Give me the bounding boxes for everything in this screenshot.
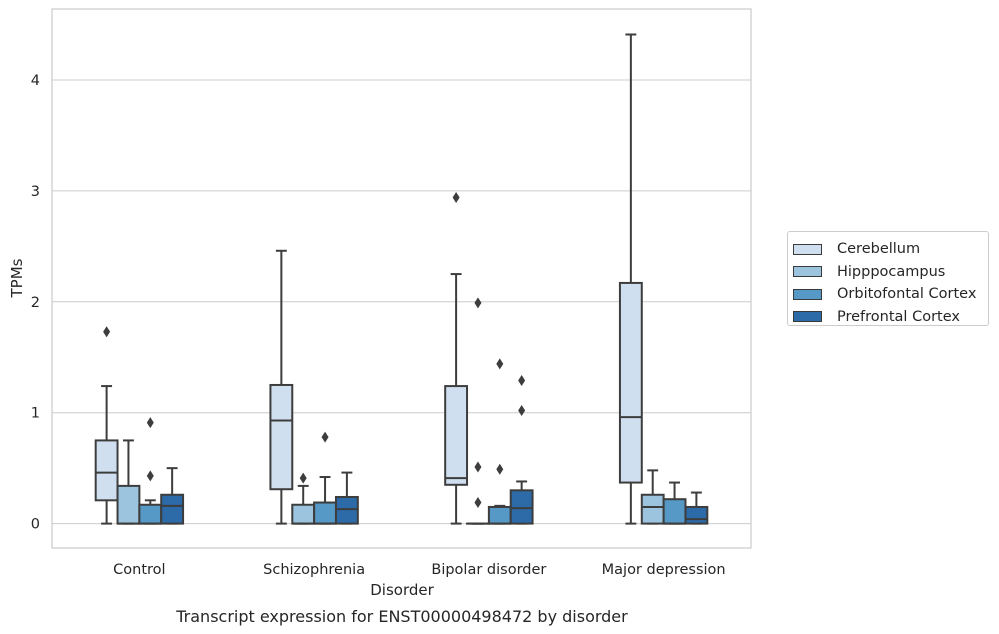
- legend-item: Hipppocampus: [793, 261, 988, 284]
- plot-area: [51, 8, 752, 549]
- y-axis-label: TPMs: [8, 258, 26, 298]
- x-tick-label: Control: [113, 562, 165, 578]
- iqr-box: [487, 505, 512, 525]
- outlier-point: [146, 470, 154, 482]
- iqr-box: [684, 505, 709, 525]
- chart-caption: Transcript expression for ENST0000049847…: [176, 607, 628, 626]
- legend-item: Prefrontal Cortex: [793, 306, 988, 329]
- box-prefrontal-cortex: [509, 375, 534, 525]
- outlier-point: [474, 497, 482, 509]
- outlier-point: [103, 326, 111, 338]
- iqr-box: [160, 493, 185, 525]
- x-axis-label: Disorder: [370, 581, 434, 599]
- box-cerebellum: [444, 192, 469, 525]
- iqr-box: [116, 484, 141, 525]
- outlier-point: [496, 463, 504, 475]
- iqr-box: [444, 385, 469, 486]
- y-tick-label: 0: [31, 517, 40, 533]
- outlier-point: [518, 375, 526, 387]
- iqr-box: [662, 498, 687, 525]
- iqr-box: [640, 493, 665, 525]
- legend-swatch: [793, 288, 822, 300]
- legend-label: Orbitofontal Cortex: [837, 286, 977, 303]
- y-tick-label: 2: [31, 295, 40, 311]
- box-cerebellum: [618, 33, 643, 525]
- outlier-point: [299, 472, 307, 484]
- box-orbitofontal-cortex: [313, 431, 337, 525]
- legend-label: Cerebellum: [837, 241, 921, 258]
- box-cerebellum: [269, 249, 294, 525]
- box-prefrontal-cortex: [684, 491, 709, 525]
- box-prefrontal-cortex: [160, 467, 185, 525]
- boxes: [94, 33, 709, 525]
- box-cerebellum: [94, 326, 119, 525]
- box-prefrontal-cortex: [334, 471, 359, 525]
- iqr-box: [291, 503, 316, 525]
- outlier-point: [452, 192, 460, 204]
- x-tick-labels: Control Schizophrenia Bipolar disorder Majo…: [113, 562, 725, 578]
- y-tick-label: 3: [31, 184, 40, 200]
- box-hipppocampus: [291, 472, 316, 525]
- outlier-point: [321, 431, 329, 443]
- legend-label: Hipppocampus: [837, 263, 946, 280]
- legend-swatch: [793, 311, 822, 323]
- iqr-box: [94, 439, 119, 502]
- x-tick-label: Major depression: [602, 562, 726, 578]
- outlier-point: [496, 358, 504, 370]
- x-tick-label: Bipolar disorder: [431, 562, 546, 578]
- y-tick-label: 1: [31, 406, 40, 422]
- iqr-box: [138, 503, 163, 525]
- legend-item: Cerebellum: [793, 238, 988, 261]
- iqr-box: [618, 281, 643, 484]
- outlier-point: [474, 297, 482, 309]
- iqr-box: [334, 495, 359, 525]
- legend-item: Orbitofontal Cortex: [793, 283, 988, 306]
- y-tick-labels: 0 1 2 3 4: [31, 73, 40, 533]
- iqr-box: [313, 501, 337, 525]
- outlier-point: [146, 417, 154, 429]
- legend: Cerebellum Hipppocampus Orbitofontal Corte…: [787, 231, 989, 326]
- legend-swatch: [793, 243, 822, 255]
- iqr-box: [269, 383, 294, 491]
- y-tick-label: 4: [31, 73, 40, 89]
- legend-swatch: [793, 266, 822, 278]
- outlier-point: [518, 404, 526, 416]
- legend-label: Prefrontal Cortex: [837, 308, 960, 325]
- outlier-point: [474, 461, 482, 473]
- x-tick-label: Schizophrenia: [263, 562, 365, 578]
- box-hipppocampus: [466, 297, 490, 525]
- iqr-box: [509, 489, 534, 525]
